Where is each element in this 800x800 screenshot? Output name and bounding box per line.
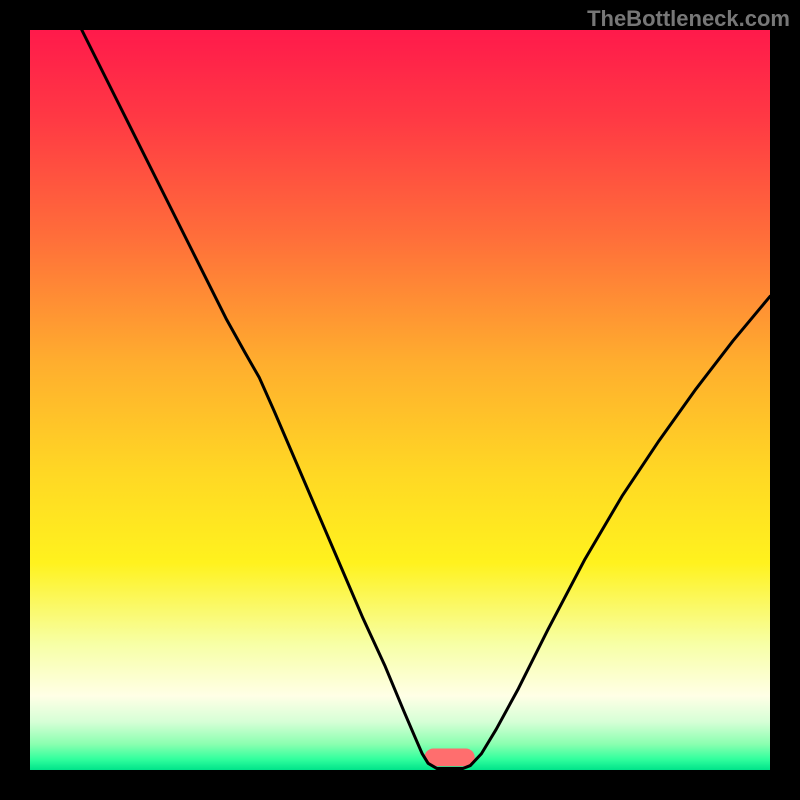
optimal-marker [424, 749, 474, 767]
plot-background [30, 30, 770, 770]
attribution-watermark: TheBottleneck.com [587, 6, 790, 32]
chart-frame: TheBottleneck.com [0, 0, 800, 800]
bottleneck-chart [0, 0, 800, 800]
